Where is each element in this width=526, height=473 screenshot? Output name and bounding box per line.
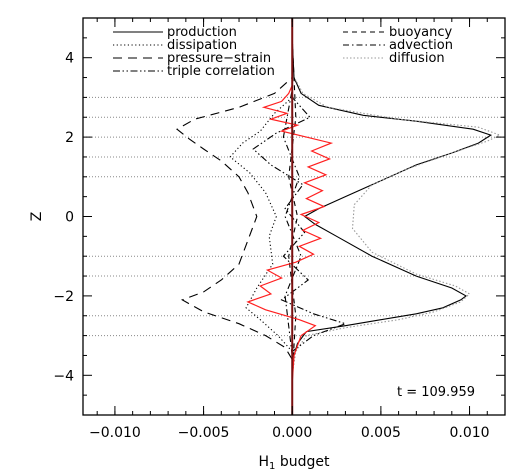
legend-label: advection [389,38,453,53]
x-axis-label: H1 budget [259,454,331,472]
x-axis-label-rest: budget [275,454,330,470]
series-group [176,18,502,415]
series-line [291,73,502,376]
series-line [282,89,302,356]
axis-ticks: −0.010 −0.005 0.000 0.005 0.010 −4 −2 0 2 4 [53,18,505,441]
legend-label: buoyancy [389,25,452,40]
y-tick-label: 0 [65,210,74,226]
time-annotation: t = 109.959 [397,385,475,400]
series-line [229,96,293,352]
x-tick-label: −0.005 [178,425,230,441]
y-tick-label: −2 [53,289,74,305]
legend-label: production [167,25,237,40]
legend-label: dissipation [167,38,237,53]
legend-label: triple correlation [167,64,275,79]
legend-label: diffusion [389,51,445,66]
y-axis-label: Z [29,212,45,222]
series-line [252,97,348,352]
x-tick-label: 0.000 [272,425,312,441]
x-axis-label-subscript: 1 [269,461,275,472]
series-line [176,77,293,360]
legend: productiondissipationpressure−straintrip… [113,25,453,79]
y-tick-label: 4 [65,51,74,67]
x-axis-label-main: H [259,454,270,470]
x-tick-label: −0.010 [89,425,141,441]
y-tick-label: −4 [53,368,74,384]
y-tick-label: 2 [65,130,74,146]
series-line [291,37,493,376]
legend-label: pressure−strain [167,51,271,66]
x-tick-label: 0.010 [449,425,489,441]
gridlines [83,96,505,337]
x-tick-label: 0.005 [361,425,401,441]
